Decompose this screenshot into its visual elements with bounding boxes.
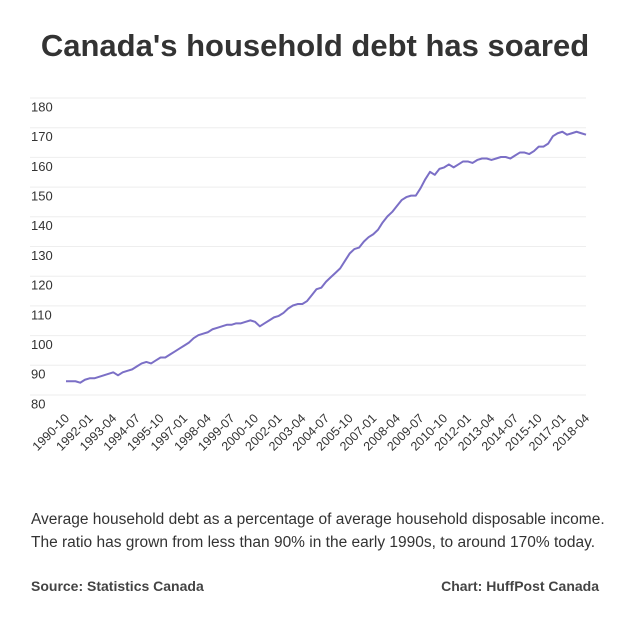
data-line <box>66 130 587 384</box>
caption: Average household debt as a percentage o… <box>31 511 605 551</box>
y-tick-label: 80 <box>31 396 45 411</box>
y-tick-label: 90 <box>31 367 45 382</box>
chart: Canada's household debt has soared 80 90 1… <box>30 28 592 453</box>
y-tick-label: 130 <box>31 248 53 263</box>
y-tick-label: 160 <box>31 159 53 174</box>
chart-title: Canada's household debt has soared <box>41 28 589 63</box>
y-tick-label: 120 <box>31 278 53 293</box>
y-tick-label: 170 <box>31 129 53 144</box>
y-tick-label: 140 <box>31 218 53 233</box>
credit: Chart: HuffPost Canada <box>441 578 599 594</box>
y-tick-label: 110 <box>31 307 52 322</box>
y-tick-label: 100 <box>31 337 53 352</box>
y-tick-label: 180 <box>31 99 53 114</box>
y-tick-label: 150 <box>31 189 53 204</box>
source: Source: Statistics Canada <box>31 578 204 594</box>
